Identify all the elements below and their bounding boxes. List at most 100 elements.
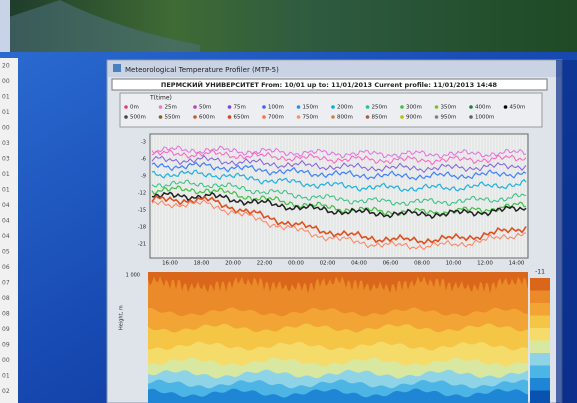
legend-title: T(time) (149, 95, 172, 102)
list-item: 04 (2, 233, 10, 240)
legend-marker (297, 115, 301, 119)
legend-entry: 550m (165, 115, 181, 121)
colorbar-step (530, 366, 550, 379)
list-item: 01 (2, 187, 10, 194)
legend-entry: 450m (510, 105, 526, 111)
legend-marker (193, 105, 197, 109)
colorbar-step (530, 291, 550, 304)
legend-marker (193, 115, 197, 119)
y-tick-label: -6 (141, 157, 146, 163)
legend-entry: 400m (475, 105, 491, 111)
legend-marker (366, 105, 370, 109)
legend-entry: 1000m (475, 115, 494, 121)
legend-entry: 700m (268, 115, 284, 121)
legend-entry: 750m (303, 115, 319, 121)
y-tick-label: -21 (138, 242, 146, 248)
list-item: 04 (2, 218, 10, 225)
x-tick-label: 12:00 (477, 261, 493, 267)
legend-marker (435, 105, 439, 109)
colorbar-step (530, 378, 550, 391)
legend-entry: 75m (234, 105, 246, 111)
x-tick-label: 22:00 (257, 261, 273, 267)
list-item: 00 (2, 357, 10, 364)
x-tick-label: 08:00 (414, 261, 430, 267)
list-item: 01 (2, 373, 10, 380)
x-tick-label: 20:00 (225, 261, 241, 267)
list-item: 00 (2, 125, 10, 132)
colorbar-step (530, 278, 550, 291)
screen-photo: 2000010100030301010404040506070808090900… (0, 0, 577, 403)
y-tick-label: -12 (138, 191, 146, 197)
legend-entry: 0m (130, 105, 139, 111)
legend-marker (400, 115, 404, 119)
legend-marker (228, 115, 232, 119)
legend-entry: 900m (406, 115, 422, 121)
legend-marker (331, 115, 335, 119)
legend-marker (159, 115, 163, 119)
legend-marker (159, 105, 163, 109)
legend-marker (228, 105, 232, 109)
colorbar-step (530, 303, 550, 316)
list-item: 05 (2, 249, 10, 256)
legend-entry: 200m (337, 105, 353, 111)
lower-y-label: 1 000 (126, 273, 140, 279)
x-tick-label: 10:00 (446, 261, 462, 267)
list-item: 00 (2, 78, 10, 85)
header-text: ПЕРМСКИЙ УНИВЕРСИТЕТ From: 10/01 up to: … (161, 80, 498, 89)
colorbar-step (530, 316, 550, 329)
list-item: 01 (2, 94, 10, 101)
list-item: 01 (2, 109, 10, 116)
window-title: Meteorological Temperature Profiler (MTP… (125, 66, 279, 74)
list-item: 03 (2, 156, 10, 163)
colorbar-label: -11 (535, 269, 545, 276)
legend-entry: 850m (372, 115, 388, 121)
legend-entry: 800m (337, 115, 353, 121)
legend-marker (331, 105, 335, 109)
x-tick-label: 18:00 (194, 261, 210, 267)
legend-entry: 25m (165, 105, 177, 111)
y-tick-label: -3 (141, 140, 146, 146)
legend-marker (435, 115, 439, 119)
list-item: 07 (2, 280, 10, 287)
legend-entry: 250m (372, 105, 388, 111)
legend-entry: 50m (199, 105, 211, 111)
list-item: 03 (2, 140, 10, 147)
x-tick-label: 00:00 (288, 261, 304, 267)
colorbar-step (530, 391, 550, 403)
colorbar-step (530, 328, 550, 341)
list-item: 04 (2, 202, 10, 209)
panel-edge (0, 0, 10, 52)
legend-entry: 650m (234, 115, 250, 121)
app-icon (113, 64, 121, 72)
colorbar-step (530, 341, 550, 354)
legend-entry: 300m (406, 105, 422, 111)
lower-axis-title: Height, m (119, 305, 125, 330)
legend-marker (262, 115, 266, 119)
list-item: 09 (2, 326, 10, 333)
legend-entry: 350m (441, 105, 457, 111)
legend-marker (400, 105, 404, 109)
colorbar (530, 278, 550, 403)
list-item: 08 (2, 295, 10, 302)
list-item: 02 (2, 388, 10, 395)
x-tick-label: 04:00 (351, 261, 367, 267)
y-tick-label: -18 (138, 225, 146, 231)
legend-marker (124, 115, 128, 119)
list-item: 08 (2, 311, 10, 318)
page: 2000010100030301010404040506070808090900… (0, 0, 577, 403)
legend-marker (469, 105, 473, 109)
x-tick-label: 06:00 (383, 261, 399, 267)
list-item: 01 (2, 171, 10, 178)
legend-marker (124, 105, 128, 109)
legend-entry: 950m (441, 115, 457, 121)
legend-entry: 500m (130, 115, 146, 121)
legend-marker (262, 105, 266, 109)
legend-marker (366, 115, 370, 119)
legend-entry: 100m (268, 105, 284, 111)
screen-edge (556, 60, 577, 403)
legend-entry: 600m (199, 115, 215, 121)
legend-marker (504, 105, 508, 109)
list-item: 06 (2, 264, 10, 271)
y-tick-label: -15 (138, 208, 146, 214)
legend-entry: 150m (303, 105, 319, 111)
